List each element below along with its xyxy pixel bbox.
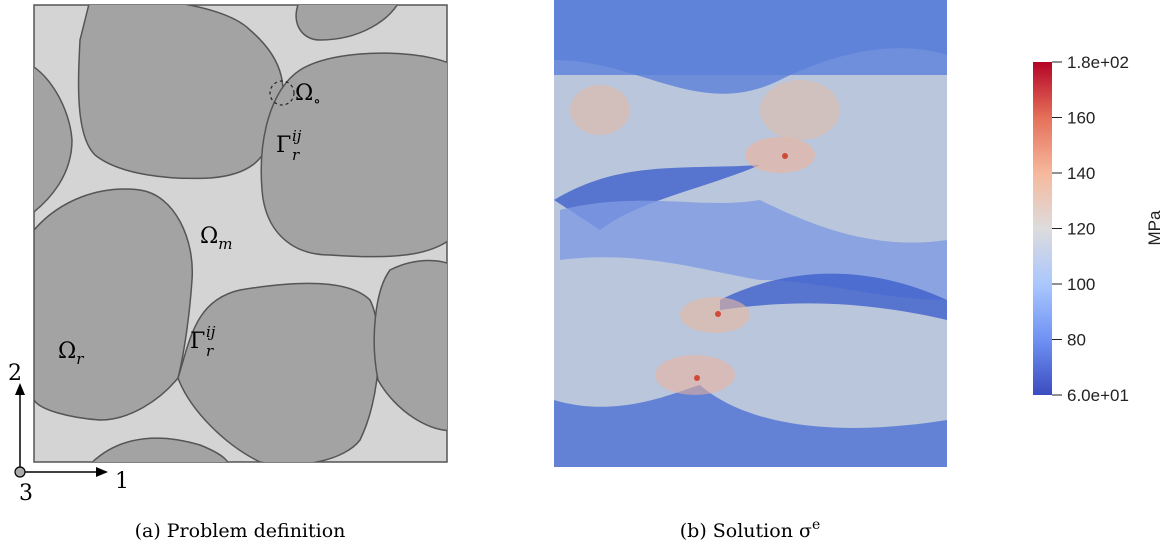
subscript: r xyxy=(292,146,300,164)
arrow-head xyxy=(96,467,108,477)
symbol: Ω xyxy=(200,224,218,249)
colorbar-tick-label: 120 xyxy=(1067,220,1095,239)
axis-label: 3 xyxy=(19,481,33,506)
colorbar-tick-label: 160 xyxy=(1067,109,1095,128)
subscript: ∘ xyxy=(313,92,320,110)
superscript: ij xyxy=(292,127,302,145)
subscript: r xyxy=(76,350,84,368)
stress-field xyxy=(554,0,947,467)
page: 2 1 3 (a) Problem definition (b) Solutio… xyxy=(0,0,1170,551)
colorbar-tick-label: 140 xyxy=(1067,164,1095,183)
panel-b: (b) Solution σe MPa xyxy=(554,0,1164,542)
colorbar-tick-label: 80 xyxy=(1067,331,1086,350)
figure: 2 1 3 (a) Problem definition (b) Solutio… xyxy=(0,0,1170,551)
panel-a: 2 1 3 (a) Problem definition xyxy=(8,0,460,542)
colorbar-title: MPa xyxy=(1145,210,1164,246)
symbol: Ω xyxy=(58,339,76,364)
caption: (a) Problem definition xyxy=(135,520,346,542)
subscript: m xyxy=(218,235,232,253)
superscript: ij xyxy=(206,323,216,341)
caption: (b) Solution σe xyxy=(680,517,821,542)
axis-origin xyxy=(15,467,25,477)
subscript: r xyxy=(206,342,214,360)
caption-sup: e xyxy=(812,517,820,533)
colorbar-tick-label: 1.8e+02 xyxy=(1067,53,1129,72)
colorbar-tick-label: 100 xyxy=(1067,275,1095,294)
colorbar xyxy=(1033,62,1052,395)
caption-text: (b) Solution σ xyxy=(680,520,812,542)
symbol: Γ xyxy=(276,133,291,158)
axis-label: 2 xyxy=(8,361,22,386)
symbol: Γ xyxy=(190,329,205,354)
symbol: Ω xyxy=(295,81,313,106)
axis-label: 1 xyxy=(115,469,129,494)
colorbar-tick-label: 6.0e+01 xyxy=(1067,386,1129,405)
